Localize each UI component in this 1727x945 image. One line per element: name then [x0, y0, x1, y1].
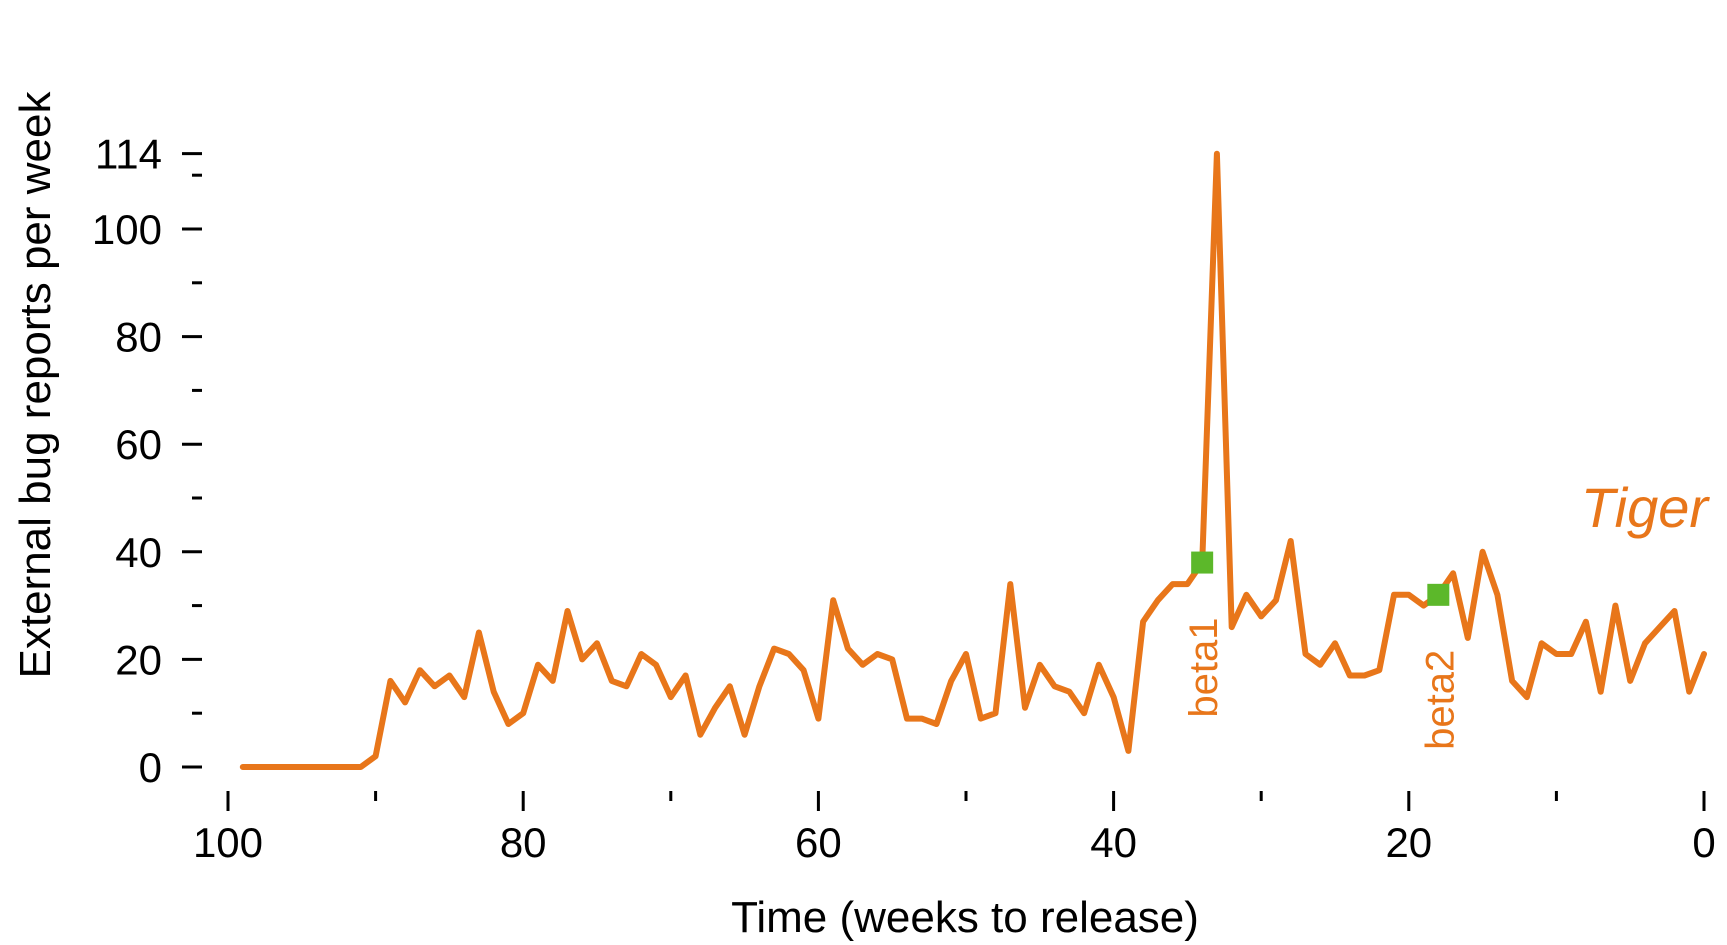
y-tick-label: 0: [139, 744, 162, 791]
y-axis-title: External bug reports per week: [11, 91, 60, 679]
annotation-marker-beta2: [1427, 583, 1450, 606]
y-tick-label: 100: [92, 206, 162, 253]
y-tick-label: 80: [115, 314, 162, 361]
x-axis-title: Time (weeks to release): [731, 893, 1199, 942]
annotation-marker-beta1: [1191, 551, 1214, 574]
x-tick-label: 100: [193, 819, 263, 866]
y-tick-label: 60: [115, 421, 162, 468]
y-tick-label: 114: [95, 131, 162, 178]
x-tick-label: 20: [1385, 819, 1432, 866]
y-axis: 0 20 40 60 80 100 114: [92, 131, 202, 791]
x-tick-label: 80: [500, 819, 547, 866]
series-line-tiger: [239, 150, 1707, 770]
annotation-label-beta2: beta2: [1418, 650, 1462, 750]
x-tick-label: 40: [1090, 819, 1137, 866]
plot-area: Tiger beta1 beta2: [239, 150, 1710, 770]
x-axis: 100 80 60 40 20 0: [193, 791, 1716, 866]
series-label: Tiger: [1581, 476, 1710, 539]
annotation-label-beta1: beta1: [1182, 618, 1226, 718]
x-tick-label: 0: [1692, 819, 1715, 866]
y-tick-label: 20: [115, 636, 162, 683]
y-tick-label: 40: [115, 529, 162, 576]
x-tick-label: 60: [795, 819, 842, 866]
